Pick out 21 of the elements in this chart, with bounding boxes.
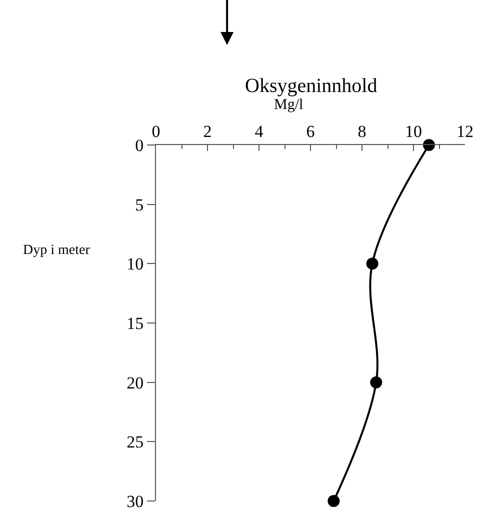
x-tick-label: 10 bbox=[405, 122, 422, 142]
y-tick-label: 10 bbox=[126, 254, 144, 274]
y-tick-label: 30 bbox=[126, 492, 144, 511]
y-tick-label: 0 bbox=[135, 136, 144, 155]
x-tick-label: 4 bbox=[254, 122, 264, 142]
y-tick-label: 20 bbox=[126, 373, 144, 392]
point bbox=[422, 139, 435, 151]
x-tick-label: 12 bbox=[456, 122, 474, 142]
point bbox=[366, 258, 378, 270]
y-tick-label: 25 bbox=[126, 432, 144, 452]
y-tick-label: 5 bbox=[135, 195, 144, 214]
x-tick-label: 6 bbox=[306, 122, 315, 142]
chart-title: Oksygeninnhold bbox=[245, 75, 378, 97]
y-axis-title: Dyp i meter bbox=[23, 243, 90, 258]
x-axis-title: Mg/l bbox=[274, 97, 304, 113]
x-tick-label: 8 bbox=[358, 122, 366, 142]
point bbox=[370, 376, 382, 388]
point bbox=[328, 495, 340, 507]
x-tick-label: 2 bbox=[203, 122, 212, 142]
x-tick-label: 0 bbox=[152, 122, 160, 142]
y-tick-label: 15 bbox=[126, 314, 144, 333]
